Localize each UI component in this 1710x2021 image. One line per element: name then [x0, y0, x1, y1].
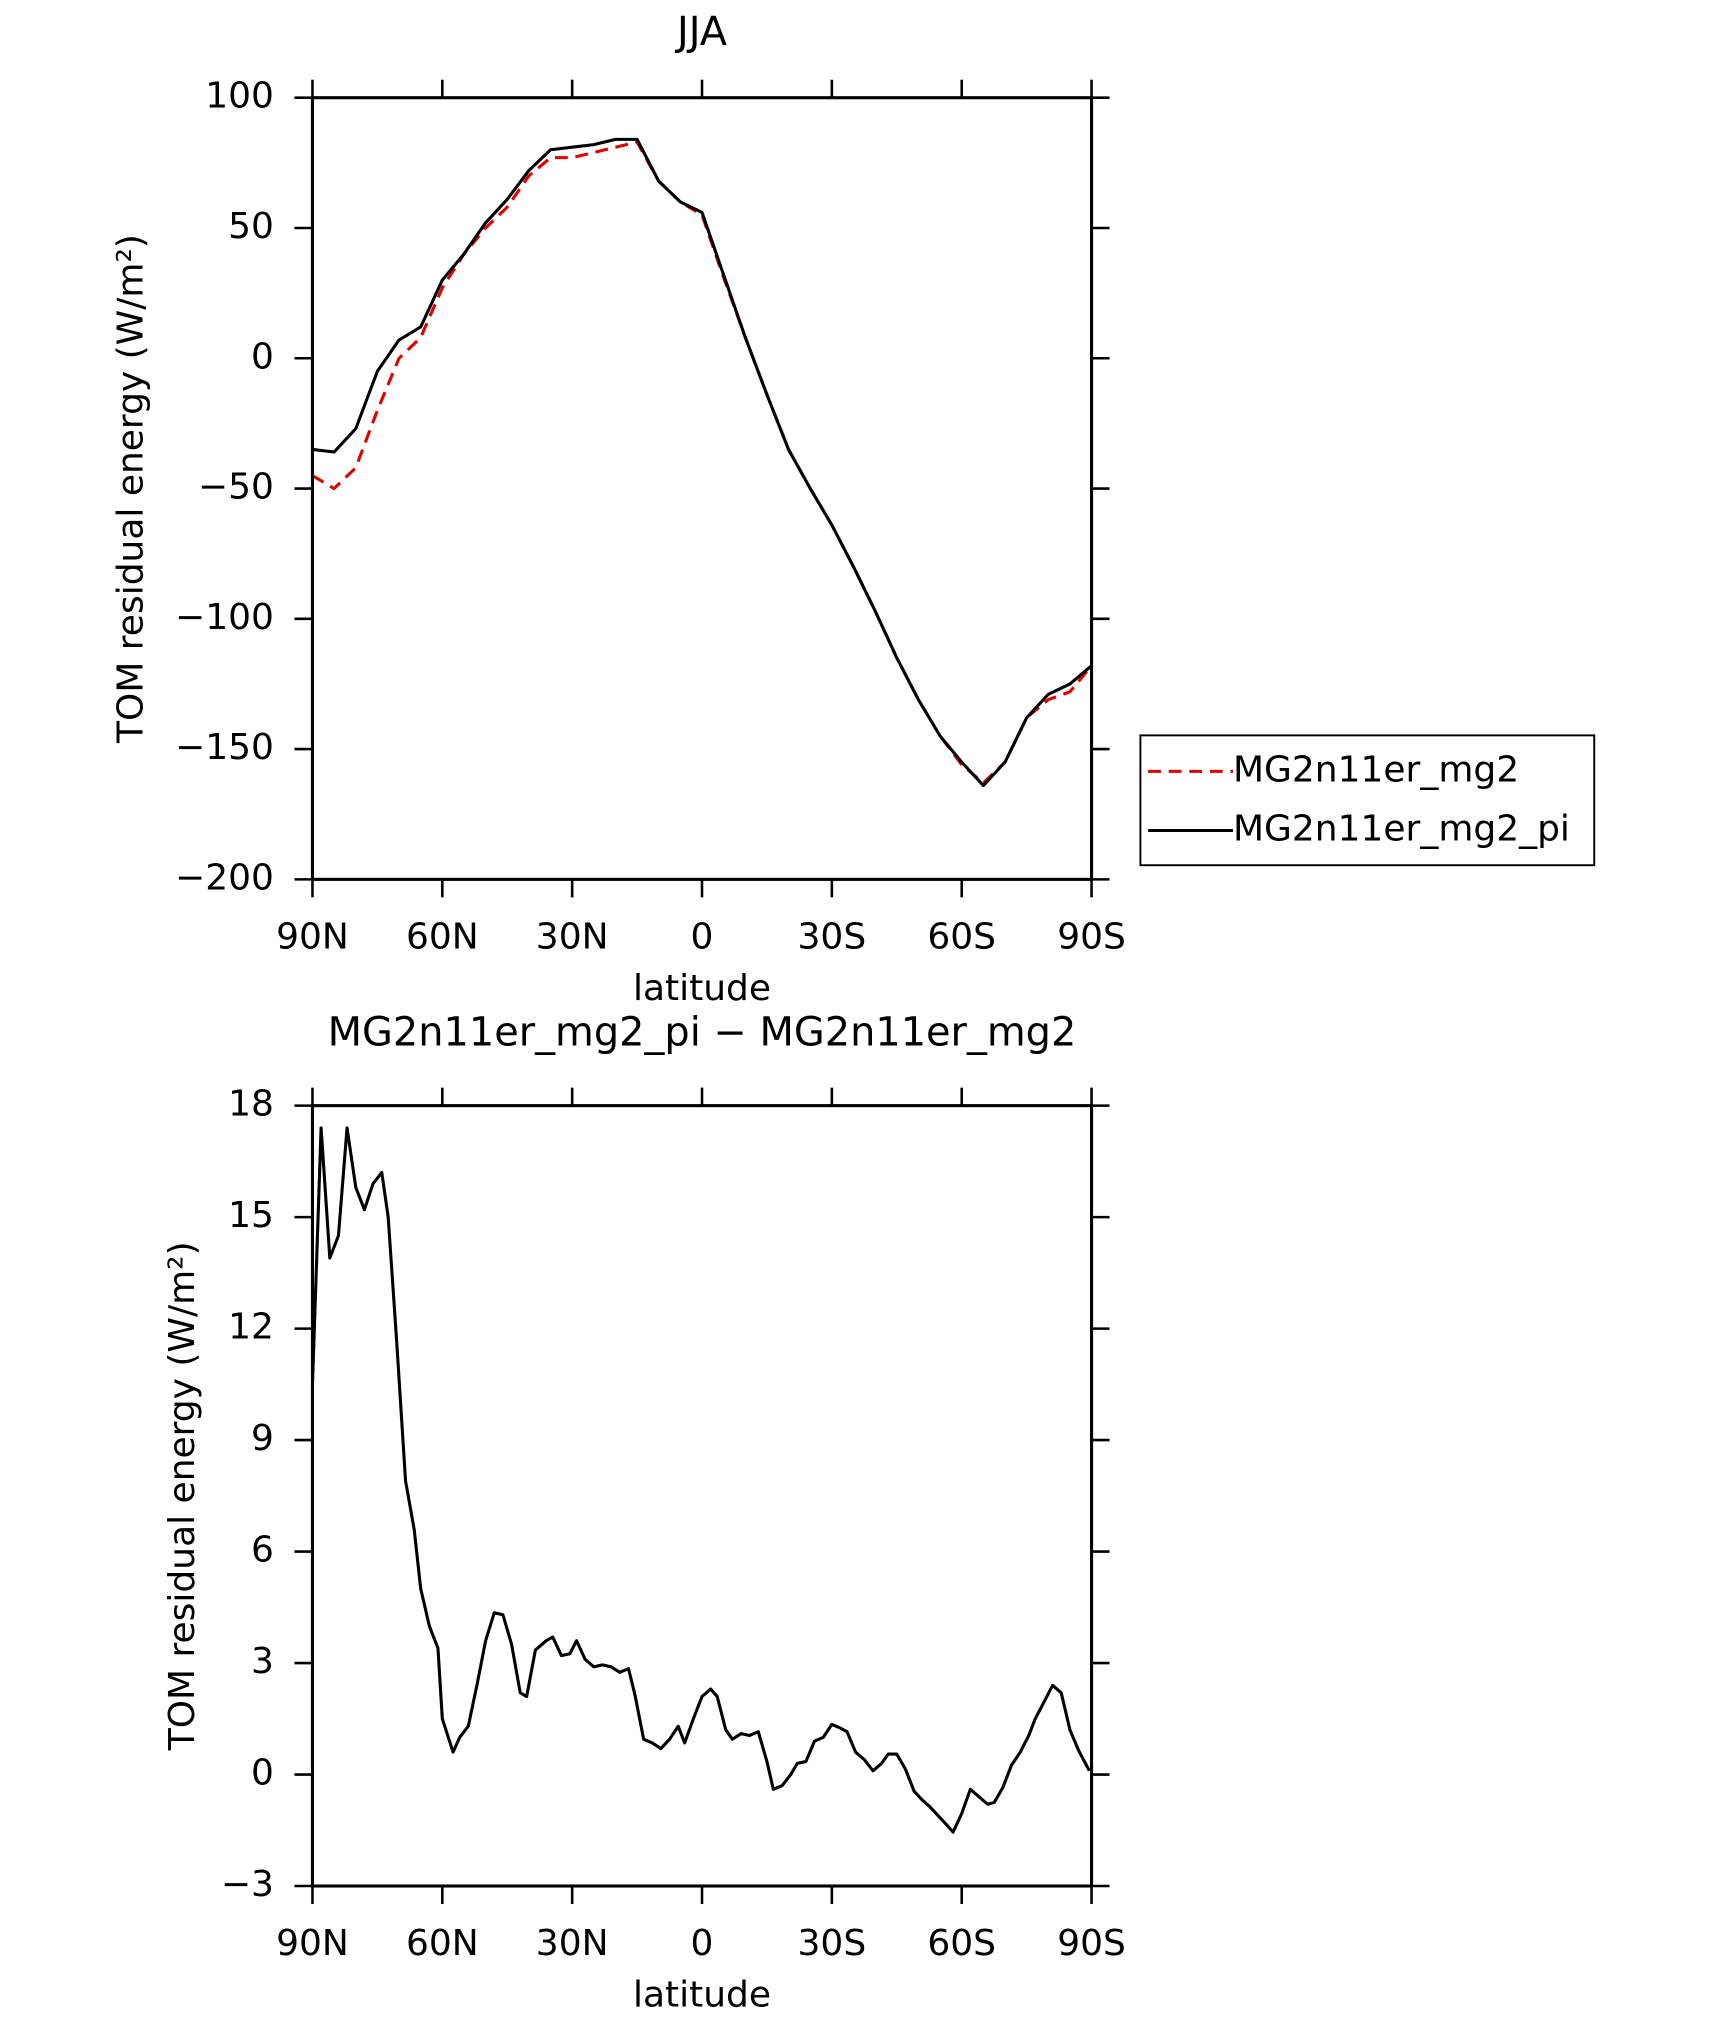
x-tick-label: 60S: [927, 1923, 996, 1964]
x-tick-label: 90S: [1057, 1923, 1126, 1964]
x-tick-label: 90N: [276, 917, 349, 958]
x-tick-label: 0: [691, 1923, 714, 1964]
y-tick-label: −3: [221, 1864, 274, 1905]
y-tick-label: 50: [228, 206, 274, 247]
x-axis-label: latitude: [633, 968, 771, 1009]
chart-title: MG2n11er_mg2_pi − MG2n11er_mg2: [328, 1009, 1077, 1055]
y-tick-label: 9: [251, 1418, 274, 1459]
x-tick-label: 60N: [406, 917, 479, 958]
y-tick-label: 12: [228, 1307, 274, 1348]
x-tick-label: 60S: [927, 917, 996, 958]
y-tick-label: 0: [251, 1753, 274, 1794]
data-line: [311, 140, 1093, 785]
x-axis-label: latitude: [633, 1975, 771, 2016]
legend-label: MG2n11er_mg2: [1233, 749, 1519, 790]
y-tick-label: 6: [251, 1530, 274, 1571]
y-tick-label: −50: [198, 467, 274, 508]
chart-title: JJA: [674, 9, 727, 55]
data-line: [310, 1126, 1091, 1834]
y-axis-label: TOM residual energy (W/m²): [110, 234, 151, 744]
x-tick-label: 30S: [798, 1923, 867, 1964]
x-tick-label: 60N: [406, 1923, 479, 1964]
y-tick-label: −100: [175, 597, 274, 638]
x-tick-label: 30N: [536, 1923, 609, 1964]
x-tick-label: 90N: [276, 1923, 349, 1964]
data-line: [312, 137, 1093, 788]
y-tick-label: −200: [175, 857, 274, 898]
y-tick-label: −150: [175, 727, 274, 768]
y-tick-label: 3: [251, 1641, 274, 1682]
y-tick-label: 15: [228, 1195, 274, 1236]
y-tick-label: 100: [205, 76, 274, 117]
legend-box: [1139, 734, 1596, 867]
plot-frame: [310, 1104, 1094, 1888]
y-tick-label: 18: [228, 1084, 274, 1125]
y-tick-label: 0: [251, 336, 274, 377]
legend-label: MG2n11er_mg2_pi: [1233, 809, 1570, 850]
x-tick-label: 30N: [536, 917, 609, 958]
x-tick-label: 0: [691, 917, 714, 958]
x-tick-label: 30S: [798, 917, 867, 958]
x-tick-label: 90S: [1057, 917, 1126, 958]
y-axis-label: TOM residual energy (W/m²): [162, 1241, 203, 1751]
